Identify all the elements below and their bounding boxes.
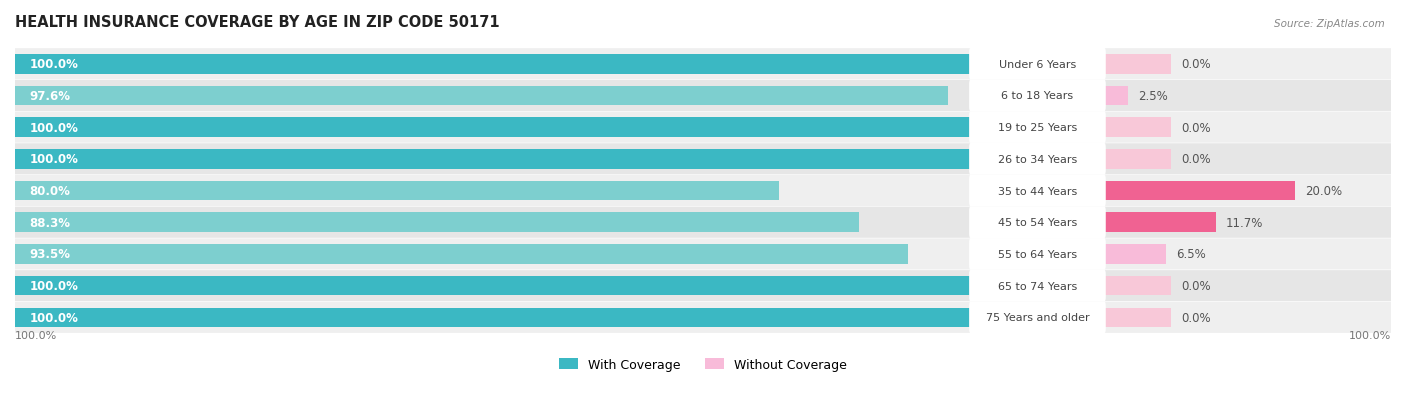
FancyBboxPatch shape: [15, 239, 1391, 270]
FancyBboxPatch shape: [15, 144, 1391, 175]
Text: 11.7%: 11.7%: [1226, 216, 1263, 229]
Text: 0.0%: 0.0%: [1181, 121, 1211, 134]
FancyBboxPatch shape: [15, 176, 1391, 206]
Text: 100.0%: 100.0%: [30, 153, 79, 166]
Bar: [1104, 55, 1171, 74]
Text: 2.5%: 2.5%: [1137, 90, 1167, 103]
Text: 0.0%: 0.0%: [1181, 58, 1211, 71]
Bar: [15, 244, 908, 264]
Bar: [1104, 150, 1171, 169]
FancyBboxPatch shape: [15, 112, 1391, 143]
Text: 0.0%: 0.0%: [1181, 280, 1211, 292]
FancyBboxPatch shape: [15, 302, 1391, 333]
Bar: [1104, 244, 1167, 264]
Text: 35 to 44 Years: 35 to 44 Years: [998, 186, 1077, 196]
Bar: [1104, 276, 1171, 296]
FancyBboxPatch shape: [969, 239, 1105, 270]
Text: 26 to 34 Years: 26 to 34 Years: [998, 154, 1077, 164]
Bar: [15, 86, 948, 106]
Text: 65 to 74 Years: 65 to 74 Years: [998, 281, 1077, 291]
Text: 0.0%: 0.0%: [1181, 153, 1211, 166]
Text: 0.0%: 0.0%: [1181, 311, 1211, 324]
Text: HEALTH INSURANCE COVERAGE BY AGE IN ZIP CODE 50171: HEALTH INSURANCE COVERAGE BY AGE IN ZIP …: [15, 15, 499, 30]
Bar: [15, 276, 970, 296]
Text: 20.0%: 20.0%: [1305, 185, 1343, 197]
Text: 75 Years and older: 75 Years and older: [986, 313, 1090, 323]
FancyBboxPatch shape: [15, 207, 1391, 238]
Bar: [1104, 86, 1128, 106]
FancyBboxPatch shape: [15, 49, 1391, 80]
Text: 6 to 18 Years: 6 to 18 Years: [1001, 91, 1074, 101]
Bar: [15, 118, 970, 138]
Bar: [1104, 213, 1216, 233]
FancyBboxPatch shape: [969, 144, 1105, 175]
Bar: [1104, 181, 1295, 201]
FancyBboxPatch shape: [969, 49, 1105, 81]
Bar: [15, 181, 779, 201]
FancyBboxPatch shape: [969, 270, 1105, 302]
Bar: [15, 150, 970, 169]
FancyBboxPatch shape: [15, 271, 1391, 301]
Bar: [15, 213, 859, 233]
Bar: [15, 308, 970, 328]
Text: Under 6 Years: Under 6 Years: [998, 59, 1076, 69]
FancyBboxPatch shape: [969, 207, 1105, 239]
Text: 19 to 25 Years: 19 to 25 Years: [998, 123, 1077, 133]
Text: 88.3%: 88.3%: [30, 216, 70, 229]
Text: 100.0%: 100.0%: [30, 280, 79, 292]
Text: Source: ZipAtlas.com: Source: ZipAtlas.com: [1274, 19, 1385, 28]
FancyBboxPatch shape: [969, 81, 1105, 112]
Text: 93.5%: 93.5%: [30, 248, 70, 261]
Text: 100.0%: 100.0%: [30, 58, 79, 71]
FancyBboxPatch shape: [969, 112, 1105, 144]
Text: 55 to 64 Years: 55 to 64 Years: [998, 249, 1077, 259]
Text: 80.0%: 80.0%: [30, 185, 70, 197]
FancyBboxPatch shape: [15, 81, 1391, 112]
Text: 45 to 54 Years: 45 to 54 Years: [998, 218, 1077, 228]
FancyBboxPatch shape: [969, 302, 1105, 333]
Text: 100.0%: 100.0%: [30, 311, 79, 324]
Bar: [15, 55, 970, 74]
Text: 100.0%: 100.0%: [30, 121, 79, 134]
Bar: [1104, 118, 1171, 138]
Text: 6.5%: 6.5%: [1175, 248, 1206, 261]
Text: 97.6%: 97.6%: [30, 90, 70, 103]
Bar: [1104, 308, 1171, 328]
Text: 100.0%: 100.0%: [1348, 330, 1391, 340]
FancyBboxPatch shape: [969, 175, 1105, 207]
Legend: With Coverage, Without Coverage: With Coverage, Without Coverage: [560, 358, 846, 371]
Text: 100.0%: 100.0%: [15, 330, 58, 340]
